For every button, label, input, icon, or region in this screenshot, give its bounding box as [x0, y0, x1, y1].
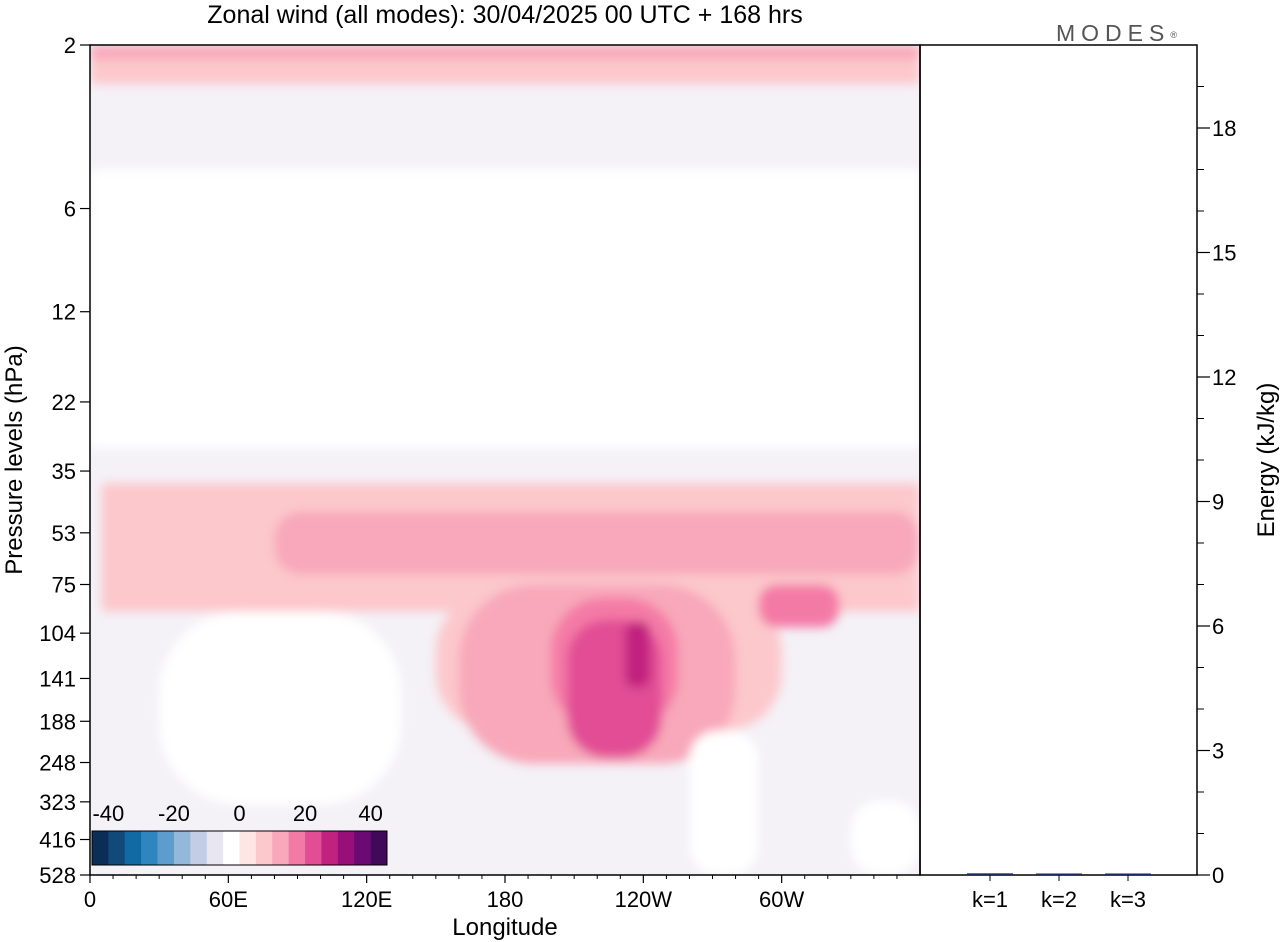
y-tick-label: 248: [39, 751, 76, 776]
colorbar-swatch: [255, 831, 273, 865]
y-tick-label: 104: [39, 621, 76, 646]
y-tick-label: 528: [39, 863, 76, 888]
y-tick-label: 323: [39, 790, 76, 815]
energy-bar: [967, 873, 1013, 875]
colorbar-swatch: [173, 831, 191, 865]
colorbar-label: 20: [293, 801, 317, 826]
energy-tick-label: 12: [1212, 365, 1236, 390]
x-tick-label: 60W: [759, 887, 804, 912]
energy-tick-label: 18: [1212, 116, 1236, 141]
y-tick-label: 53: [52, 521, 76, 546]
y-tick-label: 35: [52, 459, 76, 484]
colorbar-label: -40: [92, 801, 124, 826]
heatmap-region: [850, 800, 920, 875]
colorbar-label: 0: [233, 801, 245, 826]
colorbar: -40 -20 0 20 40: [91, 801, 388, 866]
colorbar-swatch: [190, 831, 208, 865]
x-axis: 0 60E 120E 180 120W 60W: [84, 875, 898, 912]
y-tick-label: 141: [39, 666, 76, 691]
colorbar-swatch: [223, 831, 240, 865]
heatmap-region: [274, 511, 920, 575]
heatmap-area: [90, 45, 920, 875]
chart-title: Zonal wind (all modes): 30/04/2025 00 UT…: [207, 1, 803, 29]
colorbar-label: 40: [358, 801, 382, 826]
colorbar-swatch: [141, 831, 158, 865]
x-tick-label: 0: [84, 887, 96, 912]
colorbar-swatch: [92, 831, 109, 865]
x-tick-label: 120E: [341, 887, 392, 912]
colorbar-frame: [91, 830, 388, 866]
heatmap-region: [689, 730, 759, 875]
energy-axis-label: Energy (kJ/kg): [1253, 383, 1280, 538]
colorbar-swatch: [124, 831, 142, 865]
heatmap-region: [90, 168, 920, 449]
y-tick-label: 6: [64, 197, 76, 222]
heatmap-region: [624, 621, 651, 688]
heatmap-region: [758, 584, 840, 628]
x-tick-label: 60E: [209, 887, 248, 912]
energy-axis: 0 3 6 9 12 15 18: [1197, 86, 1236, 888]
y-tick-label: 75: [52, 572, 76, 597]
y-tick-label: 12: [52, 300, 76, 325]
heatmap-regions: [90, 45, 920, 875]
energy-bar: [1105, 873, 1151, 875]
colorbar-swatch: [354, 831, 371, 865]
x-axis-label: Longitude: [452, 914, 557, 941]
energy-bars: k=1 k=2 k=3: [967, 873, 1151, 912]
colorbar-swatch: [206, 831, 224, 865]
y-tick-label: 2: [64, 33, 76, 58]
energy-tick-label: 9: [1212, 490, 1224, 515]
heatmap-region: [159, 611, 402, 806]
colorbar-swatch: [370, 831, 388, 865]
energy-category-label: k=2: [1041, 887, 1077, 912]
x-tick-label: 180: [487, 887, 524, 912]
x-tick-label: 120W: [615, 887, 673, 912]
energy-bar: [1036, 873, 1082, 875]
brand-text: MODES: [1056, 20, 1171, 46]
colorbar-label: -20: [158, 801, 190, 826]
energy-panel-frame: [919, 44, 1198, 876]
energy-category-label: k=3: [1110, 887, 1146, 912]
colorbar-swatch: [305, 831, 322, 865]
energy-tick-label: 3: [1212, 739, 1224, 764]
modes-logo: MODES®: [1056, 20, 1177, 46]
colorbar-swatch: [157, 831, 175, 865]
y-tick-label: 188: [39, 709, 76, 734]
energy-tick-label: 6: [1212, 614, 1224, 639]
y-tick-label: 416: [39, 828, 76, 853]
colorbar-swatch: [288, 831, 306, 865]
colorbar-swatch: [108, 831, 126, 865]
y-tick-label: 22: [52, 390, 76, 415]
y-axis-label: Pressure levels (hPa): [1, 345, 28, 574]
energy-tick-label: 15: [1212, 241, 1236, 266]
registered-mark: ®: [1170, 30, 1177, 40]
y-axis: 2 6 12 22 35 53 75 104 141 188 248 323 416 528: [39, 33, 90, 888]
colorbar-swatch: [272, 831, 289, 865]
colorbar-swatch: [321, 831, 339, 865]
energy-category-label: k=1: [972, 887, 1008, 912]
heatmap-region: [90, 45, 920, 60]
colorbar-swatch: [239, 831, 257, 865]
energy-tick-label: 0: [1212, 863, 1224, 888]
colorbar-swatch: [337, 831, 355, 865]
